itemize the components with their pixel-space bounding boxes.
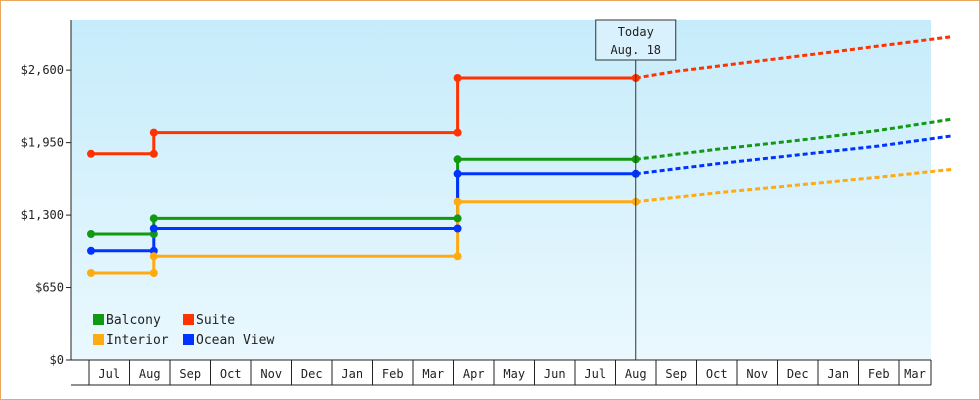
series-line-balcony — [91, 157, 636, 236]
series-layer — [87, 35, 952, 277]
series-forecast-balcony — [635, 117, 952, 161]
data-point-balcony — [453, 214, 462, 223]
axes: $0 $650 $1,300 $1,950 $2,600 Jul Aug Sep Oct Nov D… — [21, 20, 932, 386]
x-tick-label: Jul — [98, 367, 120, 381]
y-tick-label: $0 — [50, 353, 64, 367]
data-point-suite — [453, 74, 462, 82]
legend-label-suite: Suite — [196, 313, 235, 328]
data-point-suite — [453, 128, 462, 137]
x-tick-label: Jun — [544, 367, 566, 381]
legend-swatch-suite — [183, 314, 194, 325]
plot-background — [71, 20, 931, 360]
x-tick-label: May — [503, 367, 525, 381]
today-box — [595, 19, 677, 61]
series-forecast-suite — [635, 35, 952, 80]
legend-swatch-interior — [93, 334, 104, 345]
data-point-suite — [149, 128, 158, 137]
data-point-balcony — [149, 214, 158, 223]
data-point-interior — [87, 269, 95, 277]
legend-label-ocean-view: Ocean View — [196, 333, 274, 348]
x-tick-label: Mar — [422, 367, 444, 381]
y-tick-label: $1,950 — [21, 136, 64, 150]
series-line-interior — [91, 200, 636, 275]
x-tick-label: Feb — [868, 367, 890, 381]
data-point-ocean-view — [453, 224, 462, 233]
y-tick-label: $1,300 — [21, 208, 64, 222]
data-point-balcony — [87, 230, 95, 238]
legend: Balcony Suite Interior Ocean View — [93, 313, 274, 348]
x-tick-label: Dec — [787, 367, 809, 381]
x-tick-label: Apr — [463, 367, 485, 381]
legend-swatch-balcony — [93, 314, 104, 325]
today-label: Today — [618, 25, 654, 39]
today-date: Aug. 18 — [610, 43, 661, 57]
x-tick-label: Aug — [139, 367, 161, 381]
data-point-interior — [453, 197, 462, 206]
data-point-balcony — [149, 230, 158, 238]
data-point-ocean-view — [149, 224, 158, 233]
data-point-interior — [453, 252, 462, 261]
x-tick-label: Jan — [827, 367, 849, 381]
data-point-ocean-view — [149, 246, 158, 255]
y-tick-label: $2,600 — [21, 63, 64, 77]
x-tick-label: Sep — [665, 367, 687, 381]
x-tick-label: Dec — [301, 367, 323, 381]
data-point-balcony — [453, 155, 462, 164]
series-line-ocean-view — [91, 172, 636, 253]
x-tick-label: Feb — [382, 367, 404, 381]
x-tick-label: Sep — [179, 367, 201, 381]
x-tick-label: Nov — [746, 367, 768, 381]
legend-label-balcony: Balcony — [106, 313, 161, 328]
data-point-interior — [149, 269, 158, 277]
data-point-ocean-view — [453, 169, 462, 178]
data-point-suite — [87, 149, 95, 158]
x-tick-label: Jan — [341, 367, 363, 381]
data-point-suite — [149, 149, 158, 158]
legend-label-interior: Interior — [106, 333, 169, 348]
series-line-suite — [91, 76, 636, 156]
x-tick-label: Oct — [220, 367, 242, 381]
x-tick-label: Aug — [625, 367, 647, 381]
legend-swatch-ocean-view — [183, 334, 194, 345]
y-tick-label: $650 — [35, 281, 64, 295]
x-tick-label: Nov — [260, 367, 282, 381]
data-point-interior — [149, 252, 158, 261]
x-tick-label: Mar — [904, 367, 926, 381]
x-tick-label: Oct — [706, 367, 728, 381]
data-point-ocean-view — [87, 246, 95, 255]
x-tick-label: Jul — [584, 367, 606, 381]
series-forecast-interior — [635, 167, 952, 204]
today-marker: Today Aug. 18 — [595, 19, 677, 360]
series-forecast-ocean-view — [635, 134, 952, 176]
